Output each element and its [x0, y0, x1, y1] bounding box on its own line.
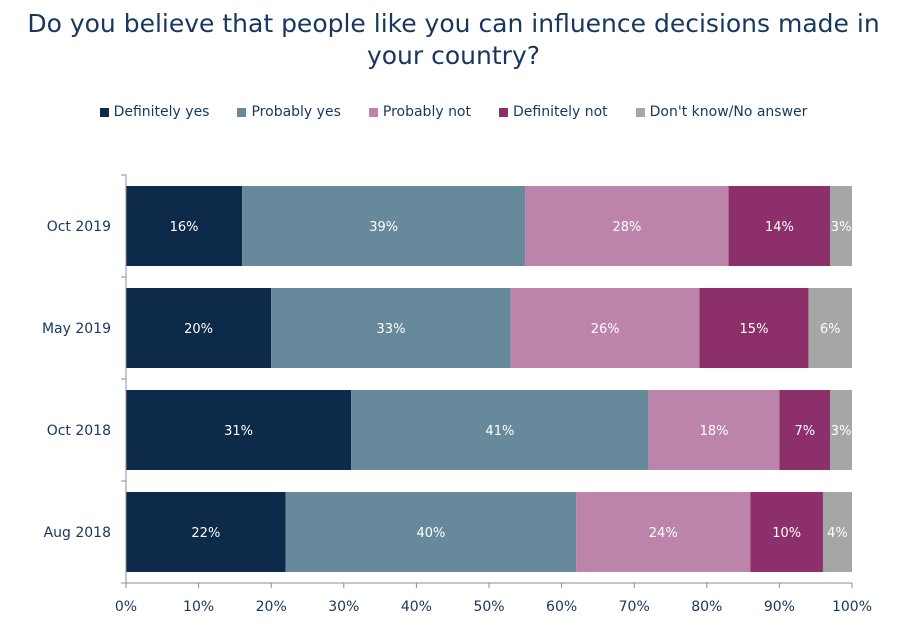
data-label: 10% — [772, 526, 801, 541]
x-tick-label: 40% — [401, 599, 432, 615]
bar-segment — [271, 288, 511, 368]
category-label: May 2019 — [42, 321, 111, 337]
legend-swatch — [99, 107, 109, 117]
bar-segment — [242, 186, 526, 266]
bar-segment — [830, 186, 852, 266]
bar-segment — [830, 390, 852, 470]
bar-segment — [750, 492, 823, 572]
bar-segment — [126, 186, 243, 266]
x-tick-label: 70% — [619, 599, 650, 615]
data-label: 31% — [224, 424, 253, 439]
category-label: Oct 2018 — [47, 423, 111, 439]
legend-label: Definitely yes — [113, 104, 210, 120]
legend-label: Probably not — [382, 104, 471, 120]
bar-segment — [126, 492, 286, 572]
data-label: 28% — [612, 220, 641, 235]
data-label: 26% — [591, 322, 620, 337]
bar-segment — [699, 288, 809, 368]
data-label: 3% — [831, 424, 852, 439]
legend-label: Probably yes — [251, 104, 341, 120]
data-label: 18% — [700, 424, 729, 439]
legend-swatch — [368, 107, 378, 117]
legend-item: Definitely yes — [99, 104, 210, 120]
legend-item: Probably yes — [237, 104, 341, 120]
data-label: 6% — [820, 322, 841, 337]
x-tick-label: 10% — [183, 599, 214, 615]
x-tick-label: 20% — [256, 599, 287, 615]
bar-segment — [808, 288, 852, 368]
legend: Definitely yes Probably yes Probably not De… — [0, 104, 907, 120]
category-label: Oct 2019 — [47, 219, 111, 235]
bar-segment — [779, 390, 831, 470]
bar-segment — [525, 186, 729, 266]
data-label: 41% — [485, 424, 514, 439]
data-label: 3% — [831, 220, 852, 235]
bar-segment — [576, 492, 751, 572]
bar-segment — [510, 288, 700, 368]
legend-swatch — [237, 107, 247, 117]
bar-segment — [126, 390, 352, 470]
x-tick-label: 100% — [832, 599, 872, 615]
data-label: 22% — [191, 526, 220, 541]
bar-segment — [648, 390, 780, 470]
x-tick-label: 30% — [328, 599, 359, 615]
category-label: Aug 2018 — [44, 525, 111, 541]
x-tick-label: 0% — [115, 599, 137, 615]
bar-segment — [285, 492, 577, 572]
legend-item: Don't know/No answer — [635, 104, 808, 120]
legend-label: Don't know/No answer — [649, 104, 808, 120]
data-label: 15% — [740, 322, 769, 337]
x-tick-label: 60% — [546, 599, 577, 615]
x-tick-label: 50% — [473, 599, 504, 615]
data-label: 7% — [794, 424, 815, 439]
data-label: 39% — [369, 220, 398, 235]
data-label: 16% — [170, 220, 199, 235]
legend-item: Probably not — [368, 104, 471, 120]
bar-segment — [822, 492, 852, 572]
bar-segment — [728, 186, 831, 266]
bar-segment — [351, 390, 649, 470]
legend-item: Definitely not — [499, 104, 608, 120]
data-label: 14% — [765, 220, 794, 235]
bar-segment — [126, 288, 272, 368]
data-label: 4% — [827, 526, 848, 541]
x-tick-label: 80% — [691, 599, 722, 615]
x-tick-label: 90% — [764, 599, 795, 615]
legend-swatch — [499, 107, 508, 117]
legend-label: Definitely not — [513, 104, 608, 120]
data-label: 20% — [184, 322, 213, 337]
chart-title: Do you believe that people like you can … — [27, 9, 880, 70]
legend-swatch — [635, 107, 645, 117]
data-label: 40% — [416, 526, 445, 541]
data-label: 24% — [649, 526, 678, 541]
data-label: 33% — [377, 322, 406, 337]
